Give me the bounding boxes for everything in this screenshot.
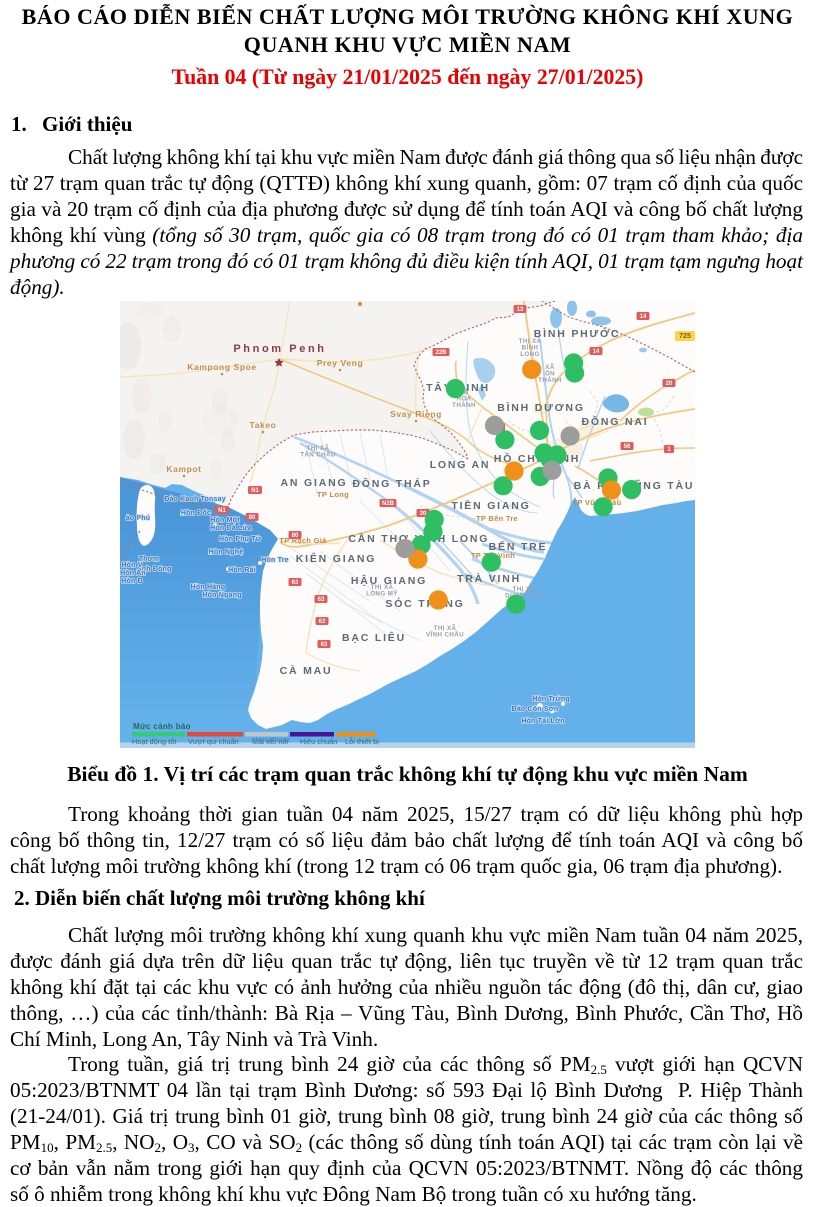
svg-text:56: 56 [624, 444, 631, 450]
svg-text:Svay Rieng: Svay Rieng [390, 409, 442, 419]
svg-text:BÌNH: BÌNH [522, 344, 539, 352]
svg-text:Hòn V: Hòn V [121, 562, 142, 569]
svg-text:VĨNH CHÂU: VĨNH CHÂU [426, 632, 464, 639]
svg-text:725: 725 [679, 333, 691, 340]
svg-text:CẦN THƠ: CẦN THƠ [348, 532, 409, 545]
svg-text:HÒA: HÒA [457, 395, 472, 403]
svg-text:Vượt qui chuẩn: Vượt qui chuẩn [188, 737, 239, 746]
svg-text:30: 30 [420, 511, 427, 517]
svg-text:80: 80 [292, 533, 299, 539]
svg-text:N2B: N2B [382, 501, 395, 507]
svg-text:Mức cảnh báo: Mức cảnh báo [133, 722, 191, 731]
svg-text:TIỀN GIANG: TIỀN GIANG [451, 499, 530, 512]
svg-text:ỔN: ỔN [545, 371, 555, 378]
svg-text:63: 63 [319, 619, 326, 625]
svg-text:Hòn Tài Lớn: Hòn Tài Lớn [521, 718, 564, 725]
svg-text:Lỗi thiết bị: Lỗi thiết bị [345, 737, 379, 746]
svg-text:13: 13 [517, 307, 524, 313]
svg-text:Takeo: Takeo [250, 420, 277, 430]
svg-text:TÂN CHÂU: TÂN CHÂU [300, 452, 336, 459]
svg-text:THỊ XÃ: THỊ XÃ [519, 338, 542, 345]
svg-text:Anh Đông: Anh Đông [136, 566, 171, 573]
svg-text:Đảo Côn Sơn: Đảo Côn Sơn [512, 706, 559, 713]
svg-text:Hòn Đá Lửa: Hòn Đá Lửa [210, 525, 252, 532]
svg-text:BÌNH PHƯỚC: BÌNH PHƯỚC [534, 327, 620, 340]
svg-text:63: 63 [292, 580, 299, 586]
svg-text:N1: N1 [251, 488, 259, 494]
svg-text:Hòn Khoai: Hòn Khoai [253, 737, 290, 744]
svg-text:Hòn Đốc: Hòn Đốc [181, 509, 211, 517]
svg-text:ảo Phú: ảo Phú [126, 515, 151, 522]
svg-text:BẾN TRE: BẾN TRE [489, 540, 548, 553]
svg-text:Hòn An: Hòn An [120, 570, 146, 577]
svg-text:TP Rạch Giá: TP Rạch Giá [279, 536, 327, 545]
svg-text:Kampong Spoe: Kampong Spoe [187, 362, 257, 372]
svg-text:1: 1 [667, 447, 671, 453]
svg-text:Hòn Một: Hòn Một [210, 517, 240, 524]
svg-text:Hòn Rái: Hòn Rái [228, 567, 256, 574]
svg-text:XÃ: XÃ [545, 364, 555, 371]
svg-text:14: 14 [640, 314, 647, 320]
svg-text:Hoạt động tốt: Hoạt động tốt [132, 737, 176, 746]
svg-text:HẬU GIANG: HẬU GIANG [351, 574, 427, 587]
svg-text:TP Bến Tre: TP Bến Tre [476, 514, 518, 523]
svg-text:THỊ XÃ: THỊ XÃ [307, 445, 330, 452]
svg-text:BÌNH DƯƠNG: BÌNH DƯƠNG [497, 401, 585, 414]
svg-text:KIÊN GIANG: KIÊN GIANG [296, 552, 376, 565]
svg-text:THÀNH: THÀNH [452, 402, 476, 409]
svg-text:ĐỒNG NAI: ĐỒNG NAI [582, 415, 649, 428]
svg-text:63: 63 [321, 642, 328, 648]
svg-text:14: 14 [593, 349, 600, 355]
svg-text:Hòn Hàng: Hòn Hàng [191, 584, 226, 591]
svg-text:DUYÊN HẢI: DUYÊN HẢI [505, 592, 543, 600]
svg-text:Hòn Phụ Tử: Hòn Phụ Tử [219, 536, 262, 543]
svg-text:AN GIANG: AN GIANG [281, 477, 348, 489]
svg-text:N1: N1 [218, 508, 226, 514]
svg-text:22B: 22B [435, 350, 447, 356]
svg-text:Kampot: Kampot [166, 464, 201, 474]
svg-text:BẠC LIÊU: BẠC LIÊU [342, 631, 406, 644]
svg-text:THỊ XÃ: THỊ XÃ [371, 584, 394, 591]
svg-text:Hòn Trứng: Hòn Trứng [532, 696, 570, 703]
svg-text:THỊ XÃ: THỊ XÃ [434, 625, 457, 632]
svg-text:Phnom Penh: Phnom Penh [233, 343, 326, 355]
svg-text:Hòn Đ: Hòn Đ [121, 578, 143, 585]
svg-text:TP Long: TP Long [317, 490, 349, 499]
svg-text:LONG MỸ: LONG MỸ [366, 591, 398, 598]
svg-text:THÀNH: THÀNH [538, 377, 562, 384]
svg-text:63: 63 [318, 597, 325, 603]
svg-text:80: 80 [249, 515, 256, 521]
svg-text:LONG AN: LONG AN [430, 459, 491, 471]
svg-text:Hòn Nghệ: Hòn Nghệ [209, 549, 244, 556]
svg-text:Đảo Kaoh Tonsay: Đảo Kaoh Tonsay [164, 496, 226, 503]
svg-text:Prey Veng: Prey Veng [317, 358, 364, 368]
svg-text:Hiệu chuẩn: Hiệu chuẩn [300, 737, 337, 746]
svg-text:Hòn Ngang: Hòn Ngang [202, 592, 241, 599]
svg-text:Hòn Tre: Hòn Tre [261, 557, 288, 564]
svg-text:ĐỒNG THÁP: ĐỒNG THÁP [352, 477, 431, 490]
svg-text:TRÀ VINH: TRÀ VINH [457, 572, 521, 585]
svg-text:THỊ XÃ: THỊ XÃ [513, 586, 536, 593]
svg-text:20: 20 [666, 381, 673, 387]
svg-text:Mất kết nối: Mất kết nối [252, 737, 289, 746]
svg-text:CÀ MAU: CÀ MAU [280, 664, 333, 677]
svg-text:Thơm: Thơm [139, 556, 160, 563]
svg-text:LONG: LONG [520, 351, 539, 358]
svg-text:SÓC TRĂNG: SÓC TRĂNG [385, 597, 464, 610]
